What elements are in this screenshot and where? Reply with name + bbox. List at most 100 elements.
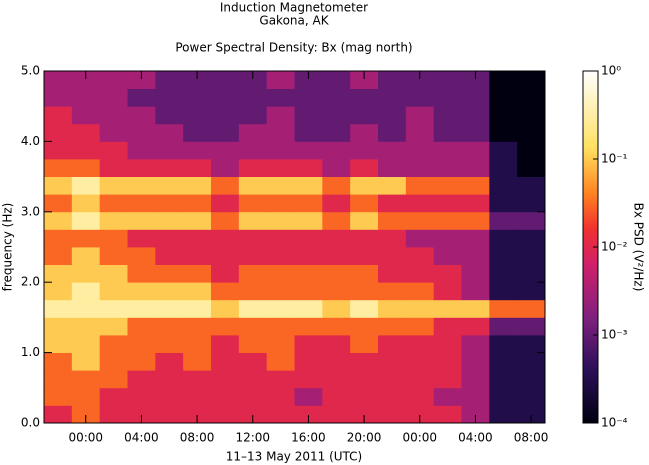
cell <box>211 317 240 336</box>
cell <box>433 211 462 230</box>
cell <box>266 141 295 160</box>
cell <box>294 405 323 424</box>
cell <box>405 123 435 142</box>
x-tick-label: 08:00 <box>514 431 549 445</box>
cell <box>266 194 295 213</box>
cell <box>489 123 518 142</box>
cell <box>211 370 240 389</box>
cell <box>294 176 323 195</box>
cell <box>127 299 156 318</box>
cell <box>211 71 240 89</box>
cell <box>99 176 128 195</box>
cell <box>211 194 240 213</box>
cell <box>183 370 212 389</box>
cell <box>127 264 156 283</box>
cell <box>405 194 435 213</box>
cell <box>266 405 295 424</box>
cell <box>211 387 240 406</box>
cell <box>294 106 323 125</box>
cell <box>155 335 184 353</box>
cell <box>99 106 128 125</box>
cell <box>433 159 462 177</box>
cell <box>461 229 490 248</box>
cell <box>350 264 379 283</box>
cell <box>127 229 156 248</box>
cell <box>71 141 101 160</box>
cell <box>238 317 268 336</box>
cell <box>517 370 546 389</box>
cell <box>71 88 101 107</box>
cell <box>99 405 128 424</box>
cell <box>71 176 101 195</box>
colorbar-tick-label: 10⁻¹ <box>601 152 628 166</box>
cell <box>238 211 268 230</box>
cell <box>433 370 462 389</box>
cell <box>238 264 268 283</box>
cell <box>322 317 351 336</box>
cell <box>155 282 184 301</box>
cell <box>294 194 323 213</box>
cell <box>155 71 184 89</box>
plot-title: Power Spectral Density: Bx (mag north) <box>175 41 412 55</box>
cell <box>238 247 268 265</box>
y-tick-label: 3.0 <box>21 204 40 218</box>
cell <box>211 211 240 230</box>
cell <box>183 71 212 89</box>
cell <box>155 176 184 195</box>
cell <box>489 229 518 248</box>
cell <box>350 335 379 353</box>
cell <box>517 405 546 424</box>
cell <box>489 194 518 213</box>
cell <box>44 211 73 230</box>
cell <box>322 159 351 177</box>
cell <box>322 88 351 107</box>
cell <box>378 299 407 318</box>
cell <box>517 387 546 406</box>
cell <box>44 88 73 107</box>
cell <box>211 247 240 265</box>
cell <box>44 194 73 213</box>
chart-subtitle: Gakona, AK <box>259 14 329 28</box>
cell <box>405 370 435 389</box>
cell <box>183 299 212 318</box>
cell <box>294 352 323 371</box>
cell <box>99 247 128 265</box>
cell <box>99 194 128 213</box>
cell <box>378 229 407 248</box>
cell <box>350 247 379 265</box>
cell <box>405 71 435 89</box>
cell <box>99 317 128 336</box>
cell <box>294 264 323 283</box>
cell <box>322 264 351 283</box>
cell <box>378 71 407 89</box>
cell <box>517 317 546 336</box>
cell <box>350 194 379 213</box>
cell <box>433 387 462 406</box>
cell <box>489 405 518 424</box>
cell <box>489 317 518 336</box>
cell <box>405 352 435 371</box>
cell <box>44 317 73 336</box>
cell <box>99 352 128 371</box>
cell <box>266 317 295 336</box>
cell <box>294 317 323 336</box>
cell <box>517 123 546 142</box>
cell <box>238 194 268 213</box>
cell <box>461 123 490 142</box>
cell <box>322 299 351 318</box>
x-tick-label: 00:00 <box>402 431 437 445</box>
cell <box>44 71 73 89</box>
cell <box>127 106 156 125</box>
cell <box>294 141 323 160</box>
cell <box>211 176 240 195</box>
cell <box>517 264 546 283</box>
cell <box>405 141 435 160</box>
cell <box>183 352 212 371</box>
y-tick-label: 4.0 <box>21 134 40 148</box>
cell <box>350 299 379 318</box>
cell <box>322 335 351 353</box>
cell <box>266 106 295 125</box>
cell <box>294 299 323 318</box>
cell <box>294 387 323 406</box>
cell <box>378 211 407 230</box>
